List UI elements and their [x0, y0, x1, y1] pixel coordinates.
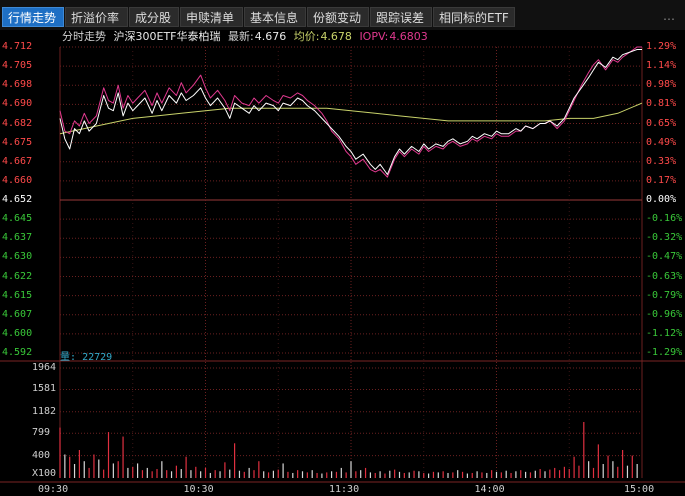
tab-4[interactable]: 基本信息	[244, 7, 306, 27]
percent-tick-label: -0.63%	[646, 270, 683, 282]
percent-tick-label: -1.12%	[646, 327, 683, 339]
volume-tick-label: 1964	[32, 362, 57, 373]
percent-tick-label: 0.65%	[646, 117, 677, 129]
volume-tick-label: 1182	[32, 405, 57, 417]
fund-name: 沪深300ETF华泰柏瑞	[113, 30, 221, 43]
time-tick-label: 15:00	[624, 484, 655, 495]
tab-0[interactable]: 行情走势	[2, 7, 64, 27]
price-tick-label: 4.682	[2, 117, 33, 129]
percent-tick-label: -0.96%	[646, 308, 683, 320]
price-tick-label: 4.712	[2, 41, 33, 52]
price-tick-label: 4.622	[2, 270, 33, 282]
price-tick-label: 4.652	[2, 194, 33, 205]
tab-2[interactable]: 成分股	[129, 7, 179, 27]
percent-tick-label: -0.79%	[646, 289, 683, 301]
price-tick-label: 4.630	[2, 251, 33, 263]
percent-tick-label: -1.29%	[646, 347, 683, 358]
percent-tick-label: 0.33%	[646, 155, 677, 167]
iopv-label: IOPV:	[359, 30, 389, 43]
volume-label: 量:	[60, 352, 77, 363]
tab-3[interactable]: 申赎清单	[180, 7, 243, 27]
tab-6[interactable]: 跟踪误差	[370, 7, 432, 27]
volume-tick-label: 1581	[32, 383, 57, 395]
info-bar: 分时走势 沪深300ETF华泰柏瑞 最新:4.676 均价:4.678 IOPV…	[62, 30, 432, 44]
time-tick-label: 14:00	[474, 484, 505, 495]
chart-mode-label: 分时走势	[62, 30, 106, 43]
percent-tick-label: -0.32%	[646, 232, 683, 244]
price-tick-label: 4.592	[2, 347, 33, 358]
price-tick-label: 4.690	[2, 98, 33, 110]
tab-7[interactable]: 相同标的ETF	[433, 7, 515, 27]
time-tick-label: 11:30	[329, 484, 360, 495]
volume-value: 22729	[82, 352, 113, 363]
percent-tick-label: 1.14%	[646, 60, 677, 72]
price-tick-label: 4.645	[2, 213, 33, 225]
time-tick-label: 10:30	[183, 484, 214, 495]
tab-5[interactable]: 份额变动	[307, 7, 369, 27]
time-tick-label: 09:30	[38, 484, 69, 495]
volume-header: 量: 22729	[60, 352, 112, 364]
latest-label: 最新:	[228, 30, 254, 43]
volume-tick-label: 799	[32, 427, 51, 439]
latest-value: 4.676	[254, 30, 287, 43]
price-line	[59, 49, 642, 175]
percent-tick-label: 0.81%	[646, 98, 677, 110]
tab-1[interactable]: 折溢价率	[65, 7, 128, 27]
percent-tick-label: 0.17%	[646, 174, 677, 186]
price-tick-label: 4.637	[2, 232, 33, 244]
avg-value: 4.678	[320, 30, 352, 43]
price-tick-label: 4.698	[2, 79, 33, 91]
volume-unit-label: X100	[32, 468, 57, 479]
volume-tick-label: 400	[32, 449, 51, 461]
percent-tick-label: -0.47%	[646, 251, 683, 263]
more-icon[interactable]: …	[663, 9, 675, 23]
price-tick-label: 4.607	[2, 308, 33, 320]
tab-bar: 行情走势 折溢价率 成分股 申赎清单 基本信息 份额变动 跟踪误差 相同标的ETF …	[0, 0, 685, 30]
price-tick-label: 4.660	[2, 174, 33, 186]
price-tick-label: 4.615	[2, 289, 33, 301]
avg-price-line	[59, 102, 643, 135]
price-tick-label: 4.675	[2, 136, 33, 148]
iopv-value: 4.6803	[389, 30, 428, 43]
percent-tick-label: 0.49%	[646, 136, 677, 148]
percent-tick-label: 0.98%	[646, 79, 677, 91]
avg-label: 均价:	[293, 30, 320, 43]
percent-tick-label: -0.16%	[646, 213, 683, 225]
price-tick-label: 4.600	[2, 327, 33, 339]
price-tick-label: 4.705	[2, 60, 33, 72]
price-tick-label: 4.667	[2, 155, 33, 167]
percent-tick-label: 1.29%	[646, 41, 677, 52]
percent-tick-label: 0.00%	[646, 194, 677, 205]
